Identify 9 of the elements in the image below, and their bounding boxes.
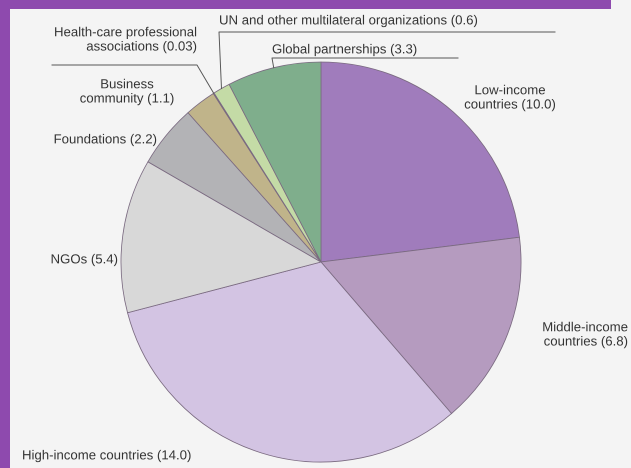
slice-label: Foundations (2.2) xyxy=(54,134,156,146)
slice-label: Global partnerships (3.3) xyxy=(272,44,416,56)
slice-label: Middle-income countries (6.8) xyxy=(543,322,628,348)
slice-label: NGOs (5.4) xyxy=(52,254,118,266)
slice-label: UN and other multilateral organizations (0.6) xyxy=(220,14,478,28)
slice-label: Business community (1.1) xyxy=(80,78,174,106)
slice-label: Low-income countries (10.0) xyxy=(464,84,556,112)
slice-label: Health-care professional associations (0.03) xyxy=(55,26,196,54)
slice-label: High-income countries (14.0) xyxy=(23,450,191,462)
